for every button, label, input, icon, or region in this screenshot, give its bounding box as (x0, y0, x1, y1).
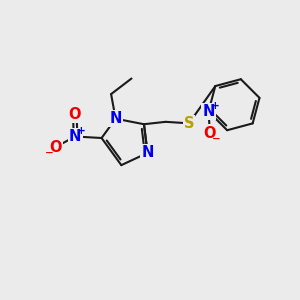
Text: S: S (184, 116, 194, 131)
Text: O: O (50, 140, 62, 154)
Text: N: N (141, 146, 154, 160)
Text: O: O (68, 106, 81, 122)
Text: −: − (212, 134, 221, 144)
Text: N: N (202, 104, 215, 119)
Text: +: + (211, 100, 220, 111)
Text: N: N (110, 111, 122, 126)
Text: N: N (69, 129, 81, 144)
Text: O: O (204, 126, 216, 141)
Text: −: − (45, 147, 54, 158)
Text: +: + (77, 125, 85, 136)
